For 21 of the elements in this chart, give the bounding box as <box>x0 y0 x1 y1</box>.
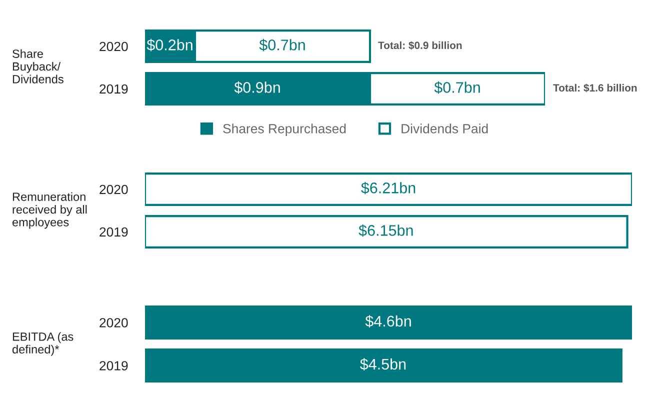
y-tick-label: 2019 <box>100 84 128 94</box>
data-label: $6.21bn <box>361 182 416 194</box>
y-axis-title: Remuneration received by all employees <box>12 192 87 229</box>
data-label: $0.7bn <box>259 38 305 52</box>
total-label: Total: $0.9 billion <box>378 41 462 50</box>
legend-label: Dividends Paid <box>402 124 488 134</box>
total-label: Total: $1.6 billion <box>553 84 637 92</box>
legend-label: Shares Repurchased <box>223 124 346 136</box>
data-label: $0.9bn <box>234 81 280 94</box>
y-tick-label: 2020 <box>100 184 128 194</box>
y-tick-label: 2019 <box>100 361 128 370</box>
y-axis-title: Share Buyback/ Dividends <box>12 49 64 84</box>
data-label: $4.5bn <box>360 358 406 371</box>
y-axis-title: EBITDA (as defined)* <box>12 332 74 356</box>
data-label: $0.7bn <box>434 81 480 94</box>
data-label: $6.15bn <box>358 224 413 237</box>
data-label: $4.6bn <box>365 315 411 328</box>
y-tick-label: 2019 <box>100 227 128 237</box>
y-tick-label: 2020 <box>100 318 128 328</box>
y-tick-label: 2020 <box>100 42 128 52</box>
data-label: $0.2bn <box>146 38 192 52</box>
